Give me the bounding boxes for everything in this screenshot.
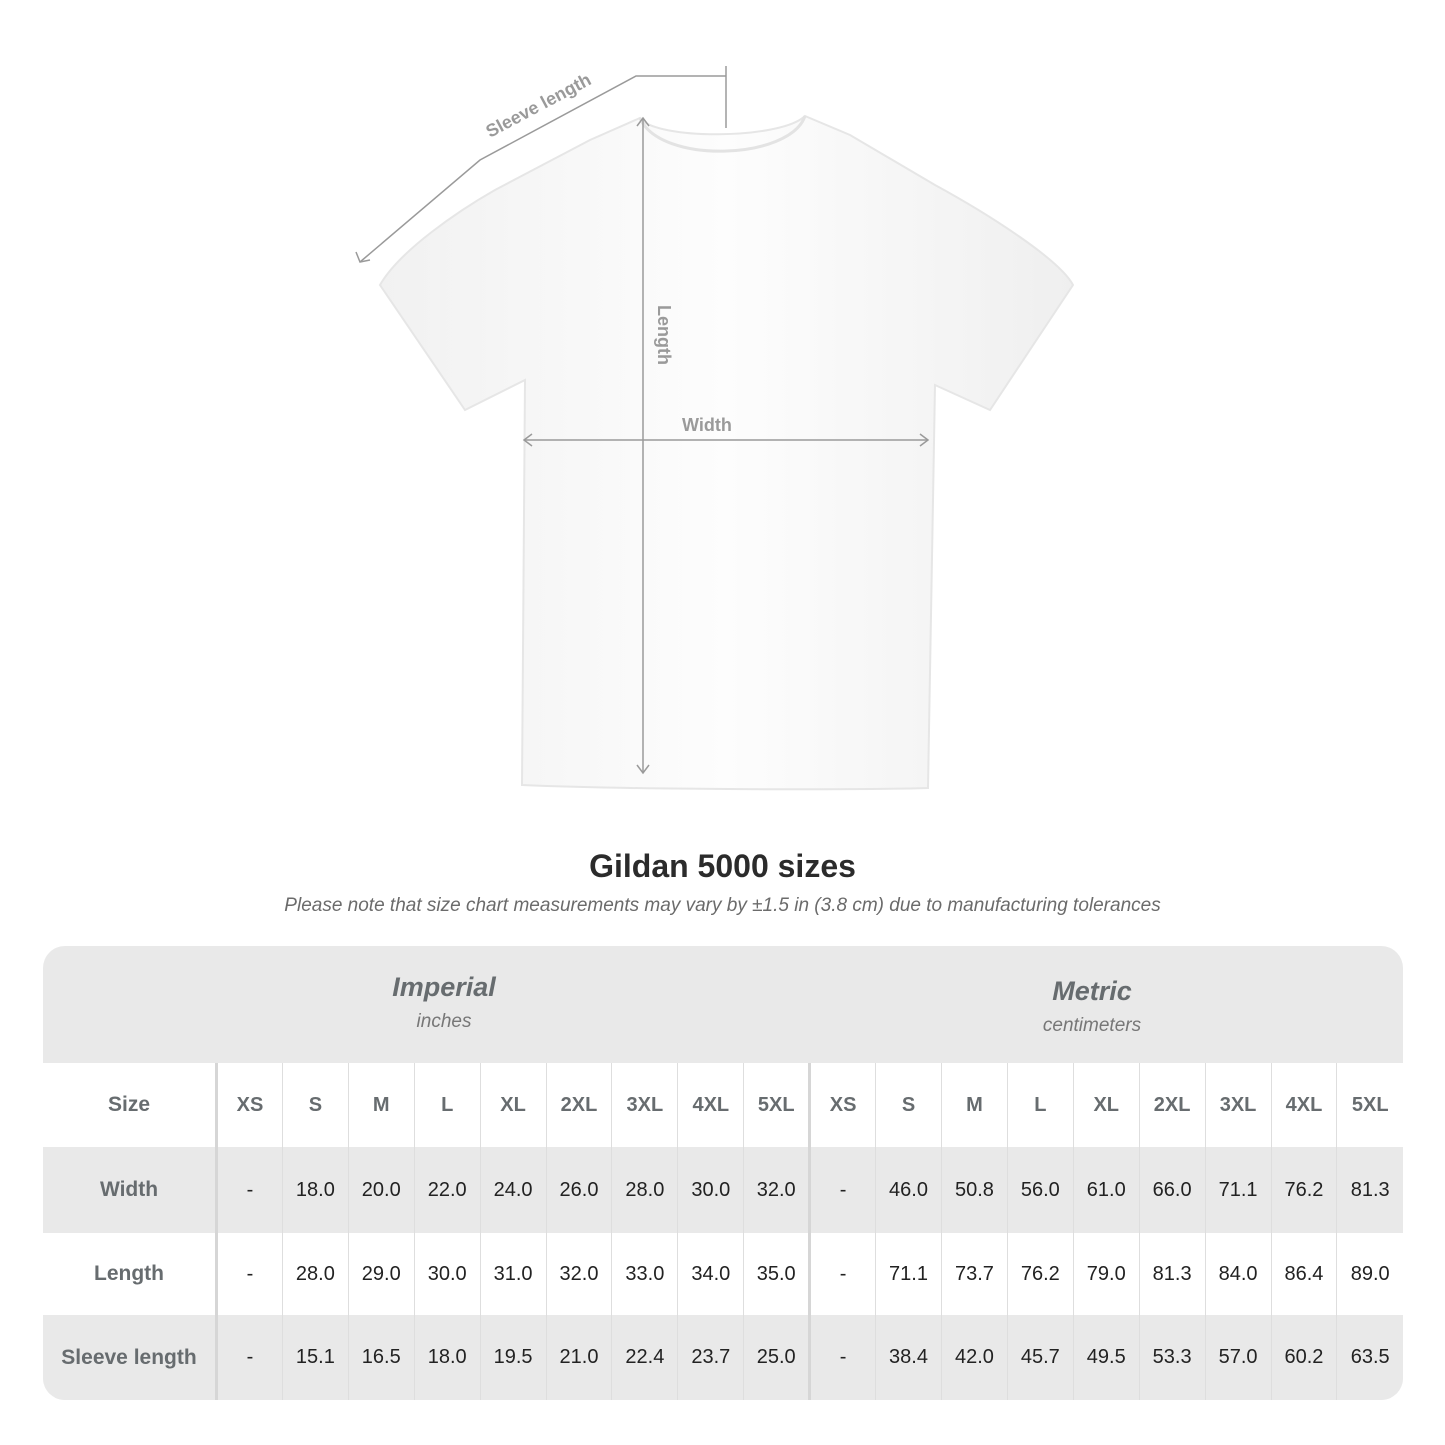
metric-value: 71.1 (1204, 1147, 1271, 1233)
imperial-unit: inches (416, 1011, 472, 1032)
metric-size-xs: XS (808, 1063, 876, 1147)
metric-value: 53.3 (1138, 1315, 1206, 1400)
metric-value: 89.0 (1336, 1233, 1403, 1315)
imperial-value: 32.0 (743, 1147, 810, 1233)
metric-title: Metric (1052, 976, 1132, 1006)
imperial-value: 21.0 (545, 1315, 612, 1400)
imperial-size-xs: XS (216, 1063, 283, 1147)
metric-value: 57.0 (1204, 1315, 1271, 1400)
imperial-size-2xl: 2XL (545, 1063, 612, 1147)
metric-size-xl: XL (1072, 1063, 1140, 1147)
size-table: Imperial inches Metric centimeters Size X… (43, 946, 1403, 1400)
metric-value: 56.0 (1006, 1147, 1074, 1233)
imperial-size-m: M (347, 1063, 415, 1147)
metric-header: Metric centimeters (809, 946, 1375, 1063)
imperial-title: Imperial (392, 972, 496, 1002)
metric-value: 81.3 (1138, 1233, 1206, 1315)
imperial-size-l: L (413, 1063, 481, 1147)
imperial-value: - (216, 1233, 283, 1315)
imperial-value: 35.0 (743, 1233, 810, 1315)
metric-size-s: S (875, 1063, 942, 1147)
metric-value: 86.4 (1270, 1233, 1337, 1315)
imperial-value: 28.0 (281, 1233, 349, 1315)
metric-value: 73.7 (940, 1233, 1008, 1315)
imperial-value: 23.7 (677, 1315, 744, 1400)
metric-value: - (808, 1233, 876, 1315)
metric-value: 50.8 (940, 1147, 1008, 1233)
metric-value: - (808, 1147, 876, 1233)
metric-size-3xl: 3XL (1204, 1063, 1271, 1147)
imperial-size-5xl: 5XL (743, 1063, 810, 1147)
imperial-size-4xl: 4XL (677, 1063, 744, 1147)
tshirt-diagram: Sleeve length Length Width (355, 66, 1075, 791)
metric-size-2xl: 2XL (1138, 1063, 1206, 1147)
metric-value: 60.2 (1270, 1315, 1337, 1400)
metric-value: 81.3 (1336, 1147, 1403, 1233)
metric-value: 79.0 (1072, 1233, 1140, 1315)
metric-value: 66.0 (1138, 1147, 1206, 1233)
imperial-value: 18.0 (413, 1315, 481, 1400)
imperial-value: 22.0 (413, 1147, 481, 1233)
tshirt-image (378, 114, 1075, 791)
table-row-sleeve-length: Sleeve length -15.1 16.5 18.0 19.5 21.0 22.4 23… (43, 1315, 1403, 1400)
imperial-size-s: S (281, 1063, 349, 1147)
metric-size-4xl: 4XL (1270, 1063, 1337, 1147)
imperial-value: 25.0 (743, 1315, 810, 1400)
metric-value: 76.2 (1270, 1147, 1337, 1233)
imperial-size-xl: XL (479, 1063, 547, 1147)
metric-value: 76.2 (1006, 1233, 1074, 1315)
metric-size-m: M (940, 1063, 1008, 1147)
metric-unit: centimeters (1042, 1015, 1142, 1036)
imperial-value: 28.0 (611, 1147, 678, 1233)
metric-value: 45.7 (1006, 1315, 1074, 1400)
metric-value: - (808, 1315, 876, 1400)
imperial-value: - (216, 1147, 283, 1233)
tolerance-note: Please note that size chart measurements… (284, 895, 1161, 916)
imperial-value: 30.0 (413, 1233, 481, 1315)
imperial-value: 30.0 (677, 1147, 744, 1233)
row-label: Length (43, 1233, 218, 1315)
imperial-value: 33.0 (611, 1233, 678, 1315)
row-label: Width (43, 1147, 218, 1233)
page-title: Gildan 5000 sizes (589, 848, 856, 884)
metric-value: 46.0 (875, 1147, 942, 1233)
imperial-value: 29.0 (347, 1233, 415, 1315)
imperial-size-3xl: 3XL (611, 1063, 678, 1147)
metric-size-l: L (1006, 1063, 1074, 1147)
metric-value: 84.0 (1204, 1233, 1271, 1315)
metric-value: 63.5 (1336, 1315, 1403, 1400)
length-label: Length (654, 305, 674, 365)
row-label: Sleeve length (43, 1315, 218, 1400)
imperial-value: 32.0 (545, 1233, 612, 1315)
imperial-value: 15.1 (281, 1315, 349, 1400)
table-row-length: Length -28.0 29.0 30.0 31.0 32.0 33.0 34.0 35.0-… (43, 1233, 1403, 1315)
metric-value: 49.5 (1072, 1315, 1140, 1400)
metric-value: 38.4 (875, 1315, 942, 1400)
metric-size-5xl: 5XL (1336, 1063, 1403, 1147)
imperial-value: 19.5 (479, 1315, 547, 1400)
imperial-value: 24.0 (479, 1147, 547, 1233)
imperial-value: 20.0 (347, 1147, 415, 1233)
imperial-value: - (216, 1315, 283, 1400)
imperial-value: 34.0 (677, 1233, 744, 1315)
metric-value: 71.1 (875, 1233, 942, 1315)
width-label: Width (682, 415, 732, 435)
imperial-value: 31.0 (479, 1233, 547, 1315)
table-row-width: Width -18.0 20.0 22.0 24.0 26.0 28.0 30.0 32.0-4… (43, 1147, 1403, 1233)
imperial-value: 22.4 (611, 1315, 678, 1400)
sleeve-measure-line (359, 75, 726, 263)
size-header-row: Size XS S M L XL 2XL 3XL 4XL 5XL XS S M L XL 2XL 3XL 4XL 5… (43, 1063, 1403, 1147)
metric-value: 42.0 (940, 1315, 1008, 1400)
imperial-value: 26.0 (545, 1147, 612, 1233)
metric-value: 61.0 (1072, 1147, 1140, 1233)
imperial-value: 18.0 (281, 1147, 349, 1233)
size-label: Size (43, 1063, 218, 1147)
sleeve-label: Sleeve length (482, 69, 594, 141)
imperial-header: Imperial inches (215, 946, 673, 1063)
imperial-value: 16.5 (347, 1315, 415, 1400)
